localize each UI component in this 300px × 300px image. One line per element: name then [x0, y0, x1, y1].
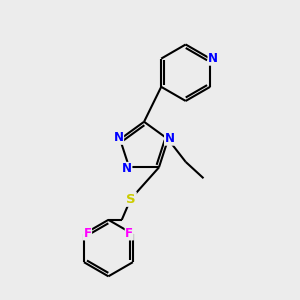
Text: N: N [165, 132, 175, 145]
Text: N: N [113, 131, 124, 144]
Text: S: S [126, 193, 136, 206]
Text: N: N [208, 52, 218, 65]
Text: F: F [125, 227, 133, 240]
Text: N: N [122, 163, 132, 176]
Text: F: F [83, 227, 92, 240]
